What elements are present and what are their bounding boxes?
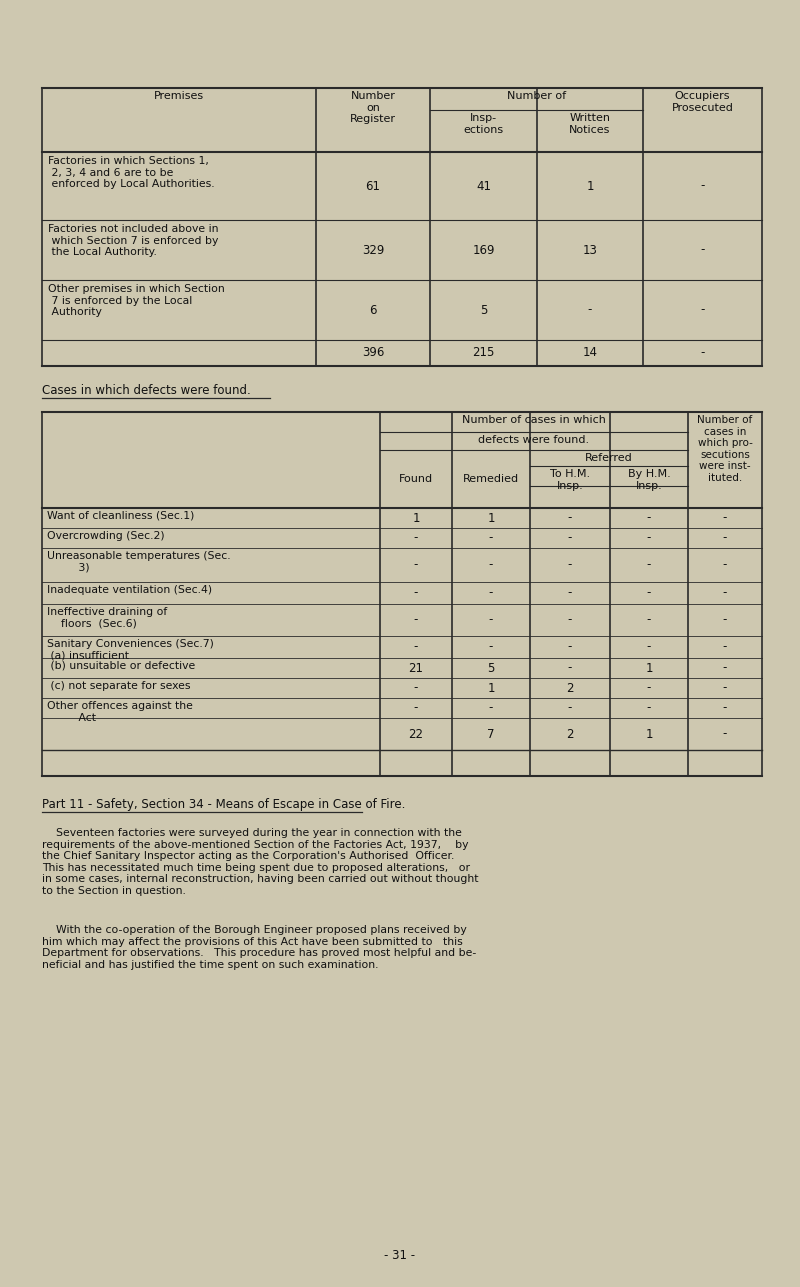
Text: Premises: Premises bbox=[154, 91, 204, 100]
Text: -: - bbox=[489, 532, 493, 544]
Text: -: - bbox=[700, 179, 705, 193]
Text: 1: 1 bbox=[646, 727, 653, 740]
Text: Factories not included above in
 which Section 7 is enforced by
 the Local Autho: Factories not included above in which Se… bbox=[48, 224, 218, 257]
Text: 22: 22 bbox=[409, 727, 423, 740]
Text: 5: 5 bbox=[480, 304, 487, 317]
Text: -: - bbox=[414, 641, 418, 654]
Text: -: - bbox=[647, 701, 651, 714]
Text: 215: 215 bbox=[472, 346, 494, 359]
Text: -: - bbox=[700, 346, 705, 359]
Text: By H.M.
Insp.: By H.M. Insp. bbox=[628, 468, 670, 490]
Text: 5: 5 bbox=[487, 662, 494, 674]
Text: -: - bbox=[647, 511, 651, 525]
Text: Ineffective draining of
    floors  (Sec.6): Ineffective draining of floors (Sec.6) bbox=[47, 607, 167, 628]
Text: - 31 -: - 31 - bbox=[385, 1248, 415, 1263]
Text: To H.M.
Insp.: To H.M. Insp. bbox=[550, 468, 590, 490]
Text: -: - bbox=[414, 587, 418, 600]
Text: Overcrowding (Sec.2): Overcrowding (Sec.2) bbox=[47, 532, 165, 541]
Text: -: - bbox=[723, 662, 727, 674]
Text: -: - bbox=[489, 587, 493, 600]
Text: -: - bbox=[489, 641, 493, 654]
Text: Want of cleanliness (Sec.1): Want of cleanliness (Sec.1) bbox=[47, 511, 194, 521]
Text: -: - bbox=[568, 587, 572, 600]
Text: -: - bbox=[723, 727, 727, 740]
Text: -: - bbox=[700, 243, 705, 256]
Text: Factories in which Sections 1,
 2, 3, 4 and 6 are to be
 enforced by Local Autho: Factories in which Sections 1, 2, 3, 4 a… bbox=[48, 156, 214, 189]
Text: -: - bbox=[568, 532, 572, 544]
Text: Referred: Referred bbox=[585, 453, 633, 463]
Text: -: - bbox=[414, 559, 418, 571]
Text: Occupiers
Prosecuted: Occupiers Prosecuted bbox=[671, 91, 734, 112]
Text: 6: 6 bbox=[370, 304, 377, 317]
Text: -: - bbox=[723, 511, 727, 525]
Text: Seventeen factories were surveyed during the year in connection with the
require: Seventeen factories were surveyed during… bbox=[42, 828, 478, 896]
Text: 169: 169 bbox=[472, 243, 494, 256]
Text: 13: 13 bbox=[582, 243, 598, 256]
Text: -: - bbox=[568, 614, 572, 627]
Text: Number of cases in which: Number of cases in which bbox=[462, 414, 606, 425]
Text: Inadequate ventilation (Sec.4): Inadequate ventilation (Sec.4) bbox=[47, 586, 212, 595]
Text: Sanitary Conveniences (Sec.7)
 (a) insufficient: Sanitary Conveniences (Sec.7) (a) insuff… bbox=[47, 640, 214, 660]
Text: -: - bbox=[489, 559, 493, 571]
Text: -: - bbox=[414, 701, 418, 714]
Text: -: - bbox=[723, 559, 727, 571]
Text: Found: Found bbox=[399, 474, 433, 484]
Text: With the co-operation of the Borough Engineer proposed plans received by
him whi: With the co-operation of the Borough Eng… bbox=[42, 925, 476, 970]
Text: 41: 41 bbox=[476, 179, 491, 193]
Text: 329: 329 bbox=[362, 243, 384, 256]
Text: -: - bbox=[723, 641, 727, 654]
Text: 1: 1 bbox=[487, 682, 494, 695]
Text: Part 11 - Safety, Section 34 - Means of Escape in Case of Fire.: Part 11 - Safety, Section 34 - Means of … bbox=[42, 798, 406, 811]
Text: Number
on
Register: Number on Register bbox=[350, 91, 396, 125]
Text: Written
Notices: Written Notices bbox=[570, 113, 610, 135]
Text: -: - bbox=[723, 587, 727, 600]
Text: -: - bbox=[568, 641, 572, 654]
Text: (b) unsuitable or defective: (b) unsuitable or defective bbox=[47, 662, 195, 671]
Text: Other premises in which Section
 7 is enforced by the Local
 Authority: Other premises in which Section 7 is enf… bbox=[48, 284, 225, 317]
Text: 2: 2 bbox=[566, 727, 574, 740]
Text: -: - bbox=[489, 701, 493, 714]
Text: -: - bbox=[414, 614, 418, 627]
Text: 7: 7 bbox=[487, 727, 494, 740]
Text: Other offences against the
         Act: Other offences against the Act bbox=[47, 701, 193, 722]
Text: 21: 21 bbox=[409, 662, 423, 674]
Text: 1: 1 bbox=[487, 511, 494, 525]
Text: -: - bbox=[588, 304, 592, 317]
Text: -: - bbox=[723, 682, 727, 695]
Text: -: - bbox=[700, 304, 705, 317]
Text: 396: 396 bbox=[362, 346, 384, 359]
Text: 61: 61 bbox=[366, 179, 381, 193]
Text: -: - bbox=[647, 559, 651, 571]
Text: defects were found.: defects were found. bbox=[478, 435, 590, 445]
Text: 14: 14 bbox=[582, 346, 598, 359]
Text: -: - bbox=[568, 662, 572, 674]
Text: Number of: Number of bbox=[507, 91, 566, 100]
Text: Remedied: Remedied bbox=[463, 474, 519, 484]
Text: 2: 2 bbox=[566, 682, 574, 695]
Text: -: - bbox=[647, 532, 651, 544]
Text: -: - bbox=[723, 532, 727, 544]
Text: -: - bbox=[647, 682, 651, 695]
Text: Cases in which defects were found.: Cases in which defects were found. bbox=[42, 384, 250, 396]
Text: (c) not separate for sexes: (c) not separate for sexes bbox=[47, 681, 190, 691]
Text: Number of
cases in
which pro-
secutions
were inst-
ituted.: Number of cases in which pro- secutions … bbox=[698, 414, 753, 483]
Text: 1: 1 bbox=[586, 179, 594, 193]
Text: 1: 1 bbox=[646, 662, 653, 674]
Text: Insp-
ections: Insp- ections bbox=[463, 113, 503, 135]
Text: -: - bbox=[647, 614, 651, 627]
Text: -: - bbox=[723, 614, 727, 627]
Text: -: - bbox=[568, 559, 572, 571]
Text: Unreasonable temperatures (Sec.
         3): Unreasonable temperatures (Sec. 3) bbox=[47, 551, 230, 573]
Text: 1: 1 bbox=[412, 511, 420, 525]
Text: -: - bbox=[568, 511, 572, 525]
Text: -: - bbox=[414, 682, 418, 695]
Text: -: - bbox=[723, 701, 727, 714]
Text: -: - bbox=[489, 614, 493, 627]
Text: -: - bbox=[414, 532, 418, 544]
Text: -: - bbox=[647, 641, 651, 654]
Text: -: - bbox=[647, 587, 651, 600]
Text: -: - bbox=[568, 701, 572, 714]
